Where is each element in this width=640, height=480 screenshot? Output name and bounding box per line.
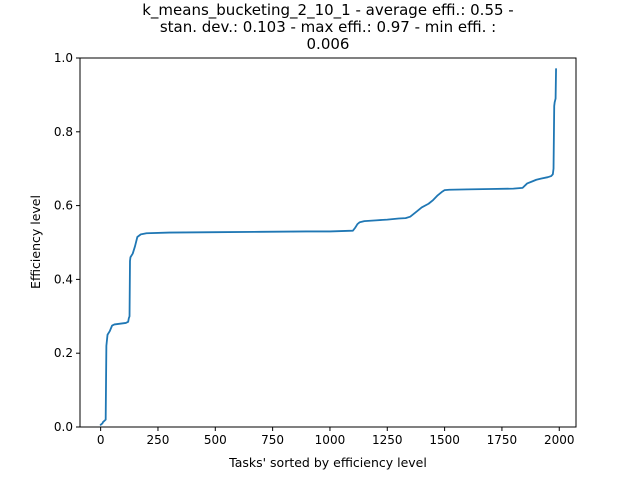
x-tick-label: 1000 [315,433,346,447]
y-tick-label: 0.6 [54,199,73,213]
chart-title-line-3: 0.006 [307,35,350,53]
x-tick-label: 750 [261,433,284,447]
x-axis-label: Tasks' sorted by efficiency level [228,455,427,470]
x-tick-label: 1500 [429,433,460,447]
y-tick-label: 0.8 [54,125,73,139]
x-tick-label: 1250 [372,433,403,447]
x-tick-label: 1750 [487,433,518,447]
x-tick-label: 250 [147,433,170,447]
y-tick-label: 1.0 [54,51,73,65]
y-tick-label: 0.0 [54,420,73,434]
y-axis-label: Efficiency level [28,195,43,289]
x-tick-label: 500 [204,433,227,447]
x-tick-label: 2000 [544,433,575,447]
y-tick-label: 0.4 [54,272,73,286]
y-tick-label: 0.2 [54,346,73,360]
chart-title-line-2: stan. dev.: 0.103 - max effi.: 0.97 - mi… [160,18,496,36]
x-tick-label: 0 [97,433,105,447]
